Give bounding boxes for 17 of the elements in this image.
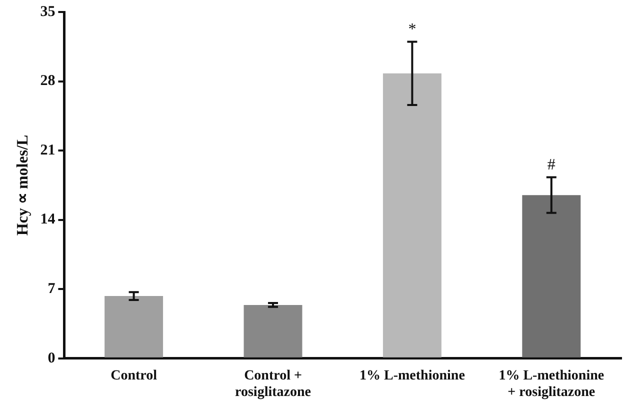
bar: [104, 296, 164, 358]
y-tick-label: 21: [40, 142, 56, 158]
y-tick-label: 0: [48, 350, 56, 366]
y-tick-label: 14: [40, 212, 56, 228]
x-tick-label: 1% L-methionine + rosiglitazone: [498, 368, 604, 400]
bar: [382, 73, 442, 358]
x-tick-label: 1% L-methionine: [360, 368, 465, 384]
bar: [244, 304, 302, 358]
x-tick-label: Control: [110, 368, 158, 384]
x-tick-label: Control + rosiglitazone: [235, 368, 311, 400]
y-axis-title: Hcy ∝ moles/L: [14, 134, 32, 236]
y-tick-label: 35: [40, 4, 56, 20]
annotation: #: [547, 156, 556, 174]
bar: [522, 195, 581, 358]
y-tick-label: 7: [48, 280, 56, 297]
y-tick-label: 28: [40, 73, 56, 90]
annotation: *: [408, 20, 416, 38]
